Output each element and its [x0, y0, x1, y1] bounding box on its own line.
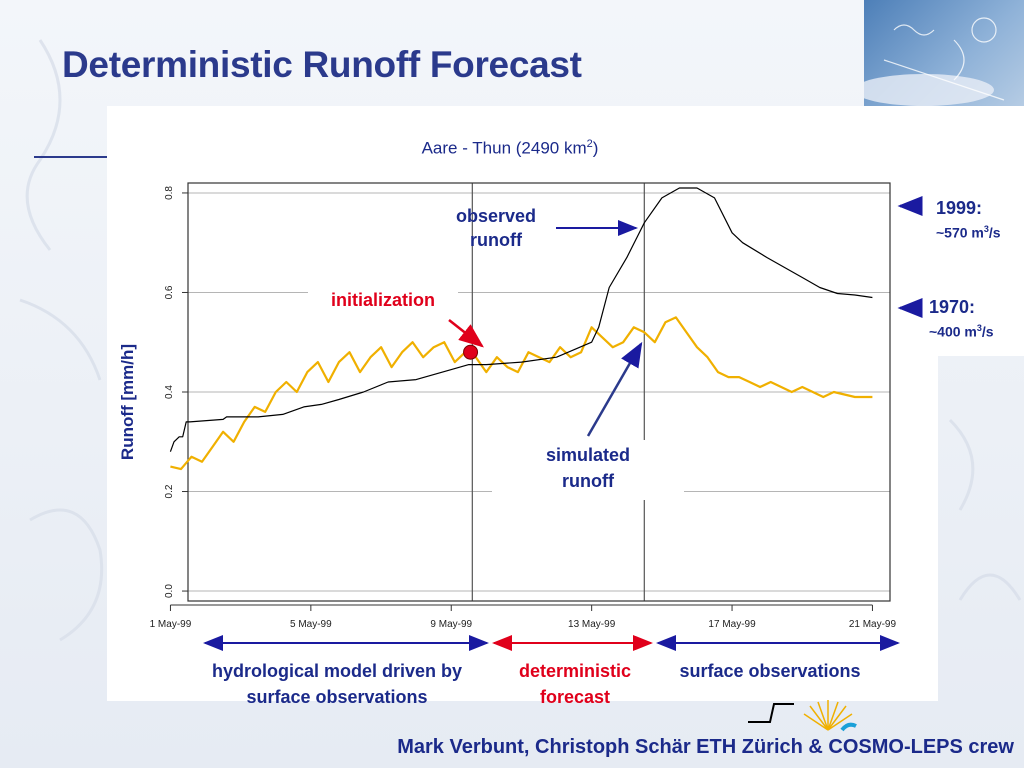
flow-1999-value: ~570 m3/s	[936, 224, 1001, 241]
x-tick-label: 9 May-99	[430, 619, 472, 630]
simulated-label-line1: simulated	[545, 445, 631, 465]
initialization-arrow	[448, 319, 484, 348]
chart-panel	[107, 106, 938, 701]
chart-title: Aare - Thun (2490 km2)	[421, 138, 599, 158]
axes: 0.0 0.2 0.4 0.6 0.8 1 May-99 5 May-99 9 May-99 1…	[150, 182, 897, 630]
initialization-point	[463, 344, 479, 360]
series-lines	[169, 187, 873, 471]
y-tick-label: 0.4	[164, 385, 175, 399]
x-tick-label: 5 May-99	[290, 619, 332, 630]
period-surface-label: surface observations	[650, 658, 890, 684]
y-tick-label: 0.0	[164, 584, 175, 598]
period-det-line2: forecast	[539, 687, 611, 707]
x-tick-label: 17 May-99	[708, 619, 756, 630]
x-tick-label: 13 May-99	[568, 619, 616, 630]
simulated-runoff-label: simulated runoff	[492, 440, 684, 500]
simulated-arrow	[586, 341, 643, 437]
y-axis-label: Runoff [mm/h]	[118, 343, 137, 461]
simulated-label-line2: runoff	[562, 471, 614, 491]
period-hydro-line2: surface observations	[246, 687, 428, 707]
year-1970-label: 1970:	[929, 297, 976, 317]
chart-panel-right	[938, 106, 1024, 356]
period-deterministic-label: deterministic forecast	[500, 658, 650, 710]
y-tick-label: 0.8	[164, 186, 175, 200]
title-underline	[34, 156, 108, 158]
sun-logo	[748, 700, 857, 732]
flow-1970-value: ~400 m3/s	[929, 323, 994, 340]
period-hydro-line1: hydrological model driven by	[211, 661, 463, 681]
observed-runoff-line	[169, 187, 873, 452]
year-1999-label: 1999:	[936, 198, 983, 218]
observed-runoff-label: observed runoff	[436, 204, 556, 252]
slide-title: Deterministic Runoff Forecast	[62, 44, 582, 85]
credits-footer: Mark Verbunt, Christoph Schär ETH Zürich…	[397, 736, 1014, 758]
initialization-label: initialization	[308, 290, 458, 311]
period-surf-line1: surface observations	[679, 661, 861, 681]
x-tick-label: 21 May-99	[849, 619, 897, 630]
x-tick-label: 1 May-99	[150, 619, 192, 630]
period-det-line1: deterministic	[518, 661, 632, 681]
annotation-arrows	[203, 196, 923, 651]
y-tick-label: 0.6	[164, 285, 175, 299]
observed-label-line2: runoff	[470, 230, 522, 250]
observed-label-line1: observed	[455, 206, 537, 226]
period-hydrological-label: hydrological model driven by surface obs…	[172, 658, 502, 710]
y-tick-label: 0.2	[164, 484, 175, 498]
